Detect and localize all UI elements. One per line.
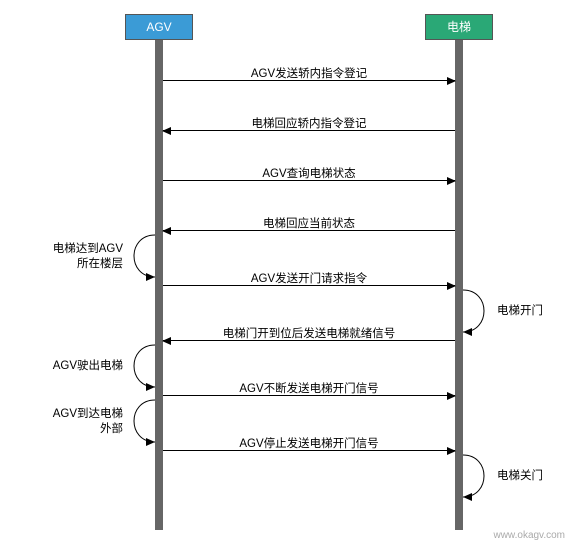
message-arrow: AGV不断发送电梯开门信号 [163,395,455,411]
self-message [463,455,491,497]
message-arrow: AGV停止发送电梯开门信号 [163,450,455,466]
message-label: AGV发送开门请求指令 [163,270,455,286]
activation-elevator [455,40,463,530]
arrowhead-right-icon [447,392,456,400]
sequence-diagram: AGV 电梯 AGV发送轿内指令登记电梯回应轿内指令登记 AGV查询电梯状态电梯回… [0,0,575,547]
message-label: AGV发送轿内指令登记 [163,65,455,81]
message-arrow: AGV发送轿内指令登记 [163,80,455,96]
arrowhead-left-icon [162,127,171,135]
self-message [127,345,155,387]
self-message [127,235,155,277]
activation-agv [155,40,163,530]
message-arrow: 电梯回应当前状态 [163,230,455,246]
arrowhead-right-icon [447,77,456,85]
message-label: AGV不断发送电梯开门信号 [163,380,455,396]
message-label: 电梯门开到位后发送电梯就绪信号 [163,325,455,341]
message-label: 电梯回应当前状态 [163,215,455,231]
arrowhead-right-icon [447,447,456,455]
message-label: 电梯回应轿内指令登记 [163,115,455,131]
participant-agv: AGV [125,14,193,40]
self-message-label: 电梯开门 [497,304,543,319]
message-arrow: AGV发送开门请求指令 [163,285,455,301]
arrowhead-left-icon [162,337,171,345]
self-message-label: 电梯达到AGV所在楼层 [53,242,123,272]
participant-elevator-label: 电梯 [447,20,471,34]
self-message-label: 电梯关门 [497,469,543,484]
participant-agv-label: AGV [146,20,171,34]
arrowhead-right-icon [447,177,456,185]
participant-elevator: 电梯 [425,14,493,40]
watermark: www.okagv.com [493,530,565,541]
self-message-label: AGV到达电梯外部 [53,407,123,437]
self-message-label: AGV驶出电梯 [53,359,123,374]
message-arrow: 电梯门开到位后发送电梯就绪信号 [163,340,455,356]
message-arrow: 电梯回应轿内指令登记 [163,130,455,146]
self-message [127,400,155,442]
self-message [463,290,491,332]
message-arrow: AGV查询电梯状态 [163,180,455,196]
arrowhead-right-icon [447,282,456,290]
arrowhead-left-icon [162,227,171,235]
message-label: AGV查询电梯状态 [163,165,455,181]
message-label: AGV停止发送电梯开门信号 [163,435,455,451]
